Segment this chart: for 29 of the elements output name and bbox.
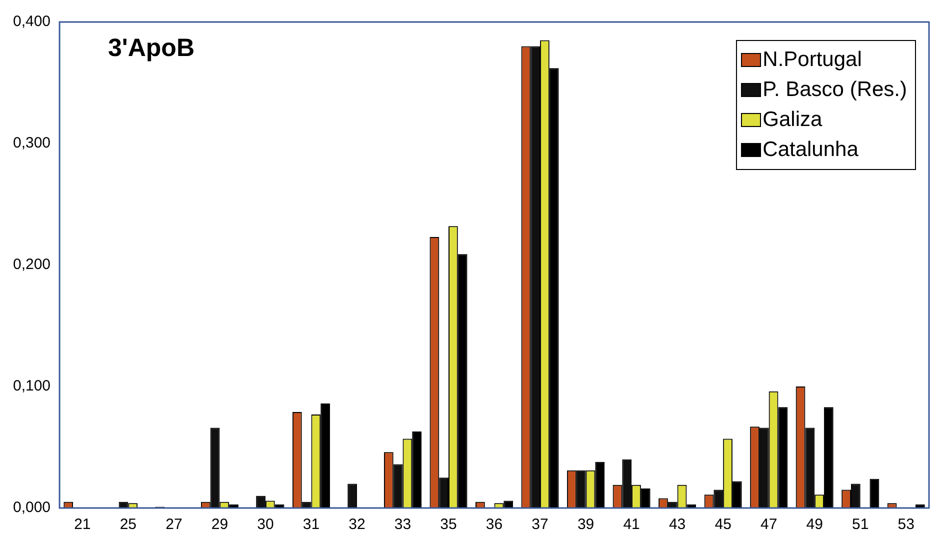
- x-tick-label: 51: [852, 516, 869, 534]
- x-tick-label: 31: [302, 516, 320, 534]
- x-tick-label: 49: [806, 516, 823, 534]
- y-tick-label: 0,300: [12, 134, 51, 152]
- legend-label: P. Basco (Res.): [762, 77, 907, 103]
- legend-label: Galiza: [762, 107, 822, 133]
- x-tick-label: 35: [440, 516, 457, 534]
- x-tick-label: 32: [348, 516, 366, 534]
- x-tick-label: 29: [211, 516, 228, 534]
- x-tick-label: 37: [532, 516, 548, 534]
- y-tick-label: 0,000: [12, 499, 51, 516]
- x-tick-label: 25: [120, 516, 137, 534]
- x-tick-label: 45: [714, 516, 732, 534]
- y-tick-label: 0,200: [12, 256, 51, 274]
- x-tick-label: 27: [166, 516, 182, 534]
- x-tick-label: 47: [760, 516, 778, 534]
- x-tick-label: 53: [898, 516, 914, 534]
- legend-label: Catalunha: [762, 137, 858, 163]
- y-tick-label: 0,400: [12, 13, 51, 30]
- x-tick-label: 21: [74, 516, 91, 534]
- text: 3'ApoB: [108, 34, 194, 63]
- legend-label: N.Portugal: [762, 47, 862, 73]
- y-tick-label: 0,100: [12, 378, 51, 395]
- x-tick-label: 41: [623, 516, 640, 534]
- x-tick-label: 43: [668, 516, 686, 534]
- x-tick-label: 33: [394, 516, 412, 534]
- x-tick-label: 39: [577, 516, 594, 534]
- x-tick-label: 30: [257, 516, 274, 534]
- x-tick-label: 36: [486, 516, 503, 534]
